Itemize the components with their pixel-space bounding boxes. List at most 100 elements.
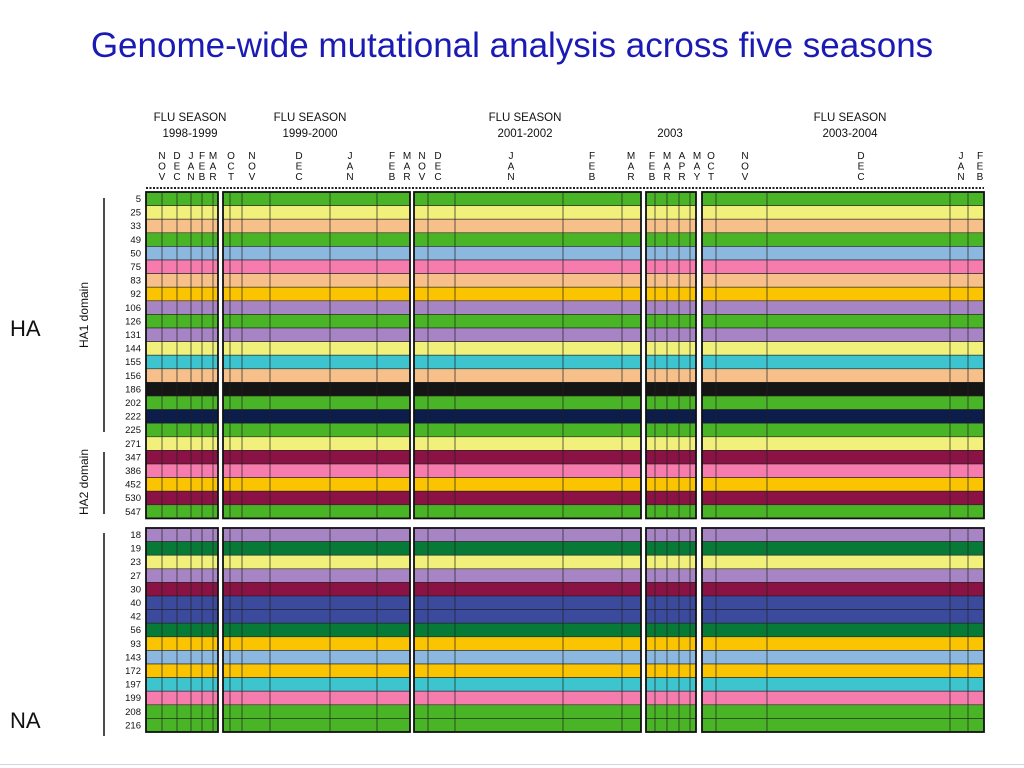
ha-label: HA (10, 316, 41, 341)
na-cell (413, 650, 642, 665)
na-cell (413, 677, 642, 692)
ha-cell (413, 218, 642, 234)
month-letter: E (389, 162, 396, 173)
ha-cell (701, 422, 985, 438)
ha-cell (145, 232, 219, 247)
month-letter: N (248, 151, 255, 162)
month-letter: N (346, 172, 353, 183)
na-cell (145, 541, 219, 556)
na-cell (413, 622, 642, 638)
month-letter: J (959, 151, 964, 162)
month-letter: O (707, 151, 715, 162)
na-cell (645, 718, 697, 733)
month-letter: E (296, 162, 303, 173)
ha-cell (701, 259, 985, 274)
na-cell (145, 704, 219, 719)
ha-cell (645, 463, 697, 478)
month-letter: C (173, 172, 180, 183)
ha-cell (222, 259, 411, 274)
month-letter: C (707, 162, 714, 173)
ha-cell (413, 286, 642, 302)
month-letter: F (589, 151, 595, 162)
ha-cell (145, 327, 219, 342)
na-cell (145, 677, 219, 692)
na-cell (413, 554, 642, 570)
month-letter: N (187, 172, 194, 183)
na-cell (222, 554, 411, 570)
na-cell (413, 704, 642, 719)
ha-cell (222, 450, 411, 465)
month-letter: M (209, 151, 217, 162)
month-letter: R (403, 172, 410, 183)
panel-border (222, 527, 411, 733)
month-letter: V (419, 172, 426, 183)
ha-cell (145, 218, 219, 234)
ha-position-label: 347 (125, 452, 141, 463)
na-cell (701, 622, 985, 638)
ha-cell (645, 490, 697, 506)
ha-cell (645, 409, 697, 424)
slide-title: Genome-wide mutational analysis across f… (90, 26, 934, 65)
ha-cell (701, 368, 985, 383)
season-header-years: 1998-1999 (163, 128, 218, 140)
na-cell (413, 636, 642, 651)
na-cell (413, 527, 642, 542)
ha-position-label: 225 (125, 425, 141, 436)
month-letter: C (227, 162, 234, 173)
na-cell (645, 595, 697, 610)
ha-cell (701, 232, 985, 247)
na-cell (145, 650, 219, 665)
panel-border (645, 191, 697, 520)
month-letter: E (858, 162, 865, 173)
ha-cell (645, 450, 697, 465)
month-letter: E (649, 162, 656, 173)
ha-cell (222, 205, 411, 220)
panel-border (145, 191, 219, 520)
ha-cell (222, 395, 411, 410)
ha-cell (145, 300, 219, 315)
month-letter: P (679, 162, 686, 173)
month-letter: E (199, 162, 206, 173)
ha-position-label: 186 (125, 384, 141, 395)
na-cell (701, 582, 985, 597)
na-position-label: 197 (125, 680, 141, 691)
ha-position-label: 271 (125, 439, 141, 450)
ha2-domain-label: HA2 domain (77, 449, 91, 515)
ha-cell (645, 259, 697, 274)
month-letter: C (434, 172, 441, 183)
ha-position-label: 452 (125, 480, 141, 491)
na-cell (645, 663, 697, 678)
ha-cell (645, 273, 697, 288)
ha-cell (413, 232, 642, 247)
ha-position-label: 126 (125, 316, 141, 327)
na-cell (145, 622, 219, 638)
month-letter: N (957, 172, 964, 183)
na-cell (222, 677, 411, 692)
ha-cell (645, 327, 697, 342)
ha-cell (222, 477, 411, 492)
ha-position-label: 106 (125, 303, 141, 314)
na-cell (413, 541, 642, 556)
month-letter: C (857, 172, 864, 183)
month-letter: B (199, 172, 206, 183)
month-letter: O (158, 162, 166, 173)
na-cell (145, 636, 219, 651)
month-letter: V (249, 172, 256, 183)
na-cell (145, 718, 219, 733)
na-cell (701, 609, 985, 624)
ha-cell (645, 368, 697, 383)
ha-cell (701, 327, 985, 342)
month-letter: V (159, 172, 166, 183)
ha-cell (413, 354, 642, 370)
na-cell (222, 582, 411, 597)
season-header-years: 2003-2004 (823, 128, 879, 140)
month-letter: B (589, 172, 596, 183)
ha-cell (222, 300, 411, 315)
month-letter: A (958, 162, 965, 173)
ha-cell (645, 232, 697, 247)
month-letter: R (627, 172, 634, 183)
panel-border (222, 191, 411, 520)
na-position-label: 40 (130, 598, 141, 609)
ha-cell (701, 246, 985, 261)
na-cell (645, 690, 697, 706)
